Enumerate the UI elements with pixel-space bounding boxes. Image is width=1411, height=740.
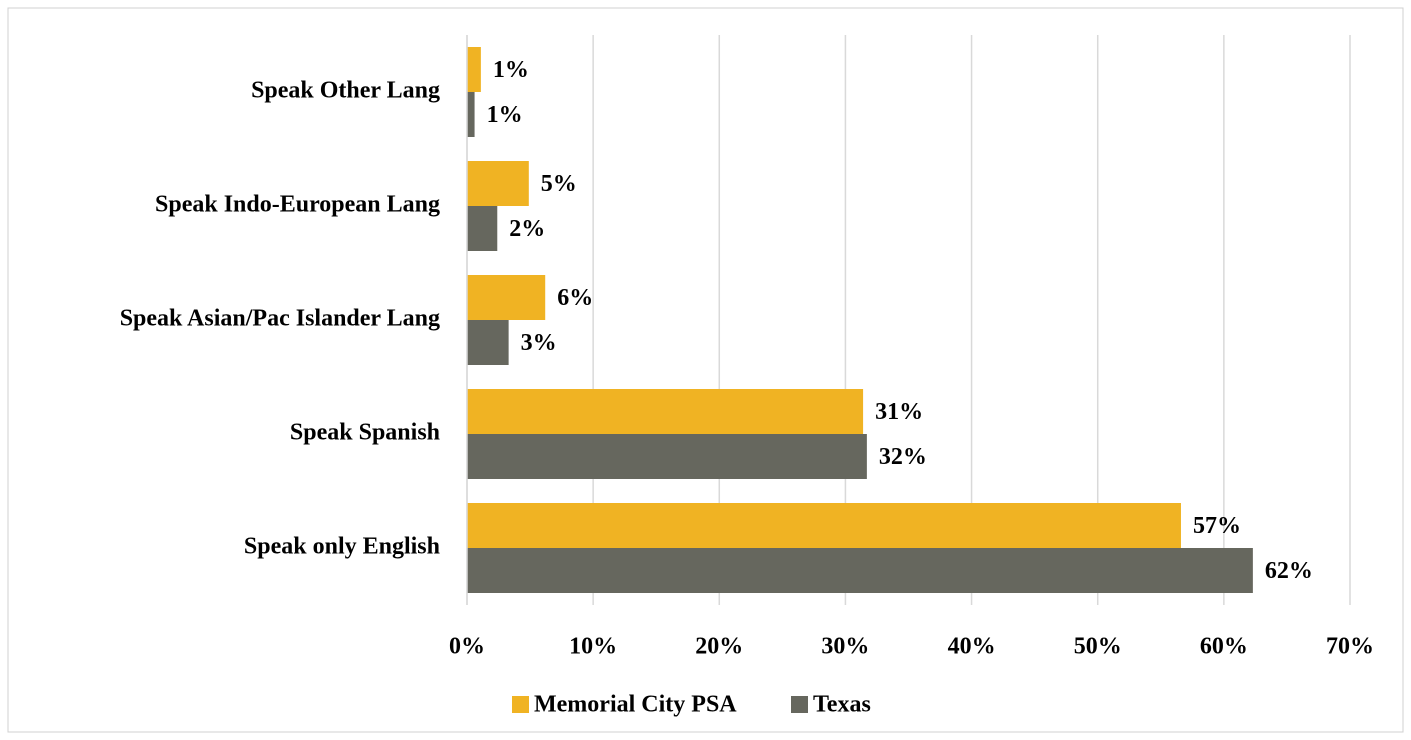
y-tick-label: Speak Other Lang — [251, 78, 440, 104]
x-tick-label: 50% — [1074, 634, 1122, 660]
legend-swatch — [512, 696, 529, 713]
legend-label: Memorial City PSA — [534, 692, 737, 718]
x-tick-label: 20% — [695, 634, 743, 660]
legend-label: Texas — [813, 692, 871, 718]
bar — [467, 275, 546, 320]
data-label: 32% — [879, 444, 927, 470]
bar — [467, 434, 867, 479]
x-tick-label: 0% — [449, 634, 485, 660]
bar — [467, 47, 481, 92]
data-label: 2% — [509, 216, 545, 242]
x-tick-label: 70% — [1326, 634, 1374, 660]
data-label: 62% — [1265, 558, 1313, 584]
chart-border — [7, 7, 1404, 733]
data-label: 31% — [875, 399, 923, 425]
data-label: 5% — [541, 171, 577, 197]
bar — [467, 206, 498, 251]
y-tick-label: Speak only English — [244, 534, 440, 560]
x-tick-label: 40% — [948, 634, 996, 660]
bar — [467, 503, 1181, 548]
bar — [467, 389, 864, 434]
bar — [467, 548, 1253, 593]
x-tick-label: 60% — [1200, 634, 1248, 660]
bar — [467, 161, 529, 206]
data-label: 3% — [521, 330, 557, 356]
y-tick-label: Speak Spanish — [290, 420, 440, 446]
y-tick-label: Speak Asian/Pac Islander Lang — [120, 306, 440, 332]
y-tick-label: Speak Indo-European Lang — [155, 192, 440, 218]
data-label: 6% — [557, 285, 593, 311]
data-label: 57% — [1193, 513, 1241, 539]
data-label: 1% — [487, 102, 523, 128]
data-label: 1% — [493, 57, 529, 83]
bar — [467, 92, 475, 137]
legend-swatch — [791, 696, 808, 713]
bar — [467, 320, 509, 365]
x-tick-label: 10% — [569, 634, 617, 660]
x-tick-label: 30% — [821, 634, 869, 660]
